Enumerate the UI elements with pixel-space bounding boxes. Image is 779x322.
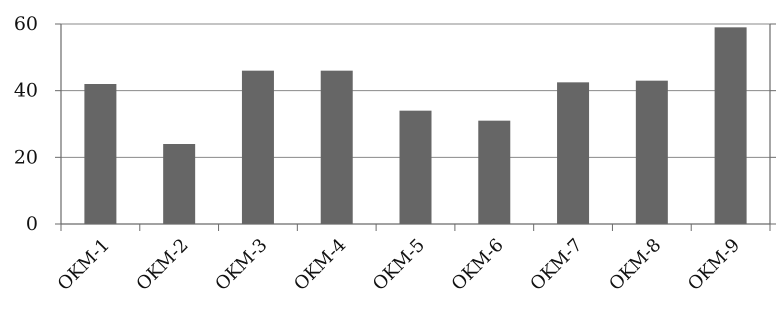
bar-okm-3 — [241, 70, 274, 225]
y-tick-label-60: 60 — [14, 13, 38, 35]
bar-okm-9 — [714, 27, 747, 225]
bar-okm-4 — [320, 70, 353, 225]
y-tick-label-40: 40 — [14, 80, 38, 102]
y-tick-label-20: 20 — [14, 146, 38, 168]
y-tick-labels: 0 20 40 60 — [14, 13, 38, 235]
axes — [55, 23, 776, 231]
bar-okm-8 — [635, 80, 668, 225]
x-tick-label-okm-4: OKM-4 — [290, 235, 350, 295]
x-tick-label-okm-3: OKM-3 — [211, 235, 271, 295]
x-tick-label-okm-7: OKM-7 — [526, 235, 586, 295]
x-tick-label-okm-9: OKM-9 — [684, 235, 744, 295]
bar-okm-7 — [557, 82, 590, 224]
y-tick-label-0: 0 — [26, 213, 38, 235]
bar-okm-2 — [163, 144, 196, 224]
x-tick-label-okm-8: OKM-8 — [605, 235, 665, 295]
bar-okm-5 — [399, 110, 432, 224]
x-tick-labels: OKM-1 OKM-2 OKM-3 OKM-4 OKM-5 OKM-6 OKM-7 OKM-8… — [54, 235, 744, 295]
bars — [84, 27, 747, 225]
bar-okm-1 — [84, 84, 117, 224]
x-tick-label-okm-2: OKM-2 — [132, 235, 192, 295]
x-tick-label-okm-1: OKM-1 — [54, 235, 114, 295]
x-tick-label-okm-6: OKM-6 — [448, 235, 508, 295]
bar-okm-6 — [478, 120, 511, 224]
x-tick-label-okm-5: OKM-5 — [369, 235, 429, 295]
